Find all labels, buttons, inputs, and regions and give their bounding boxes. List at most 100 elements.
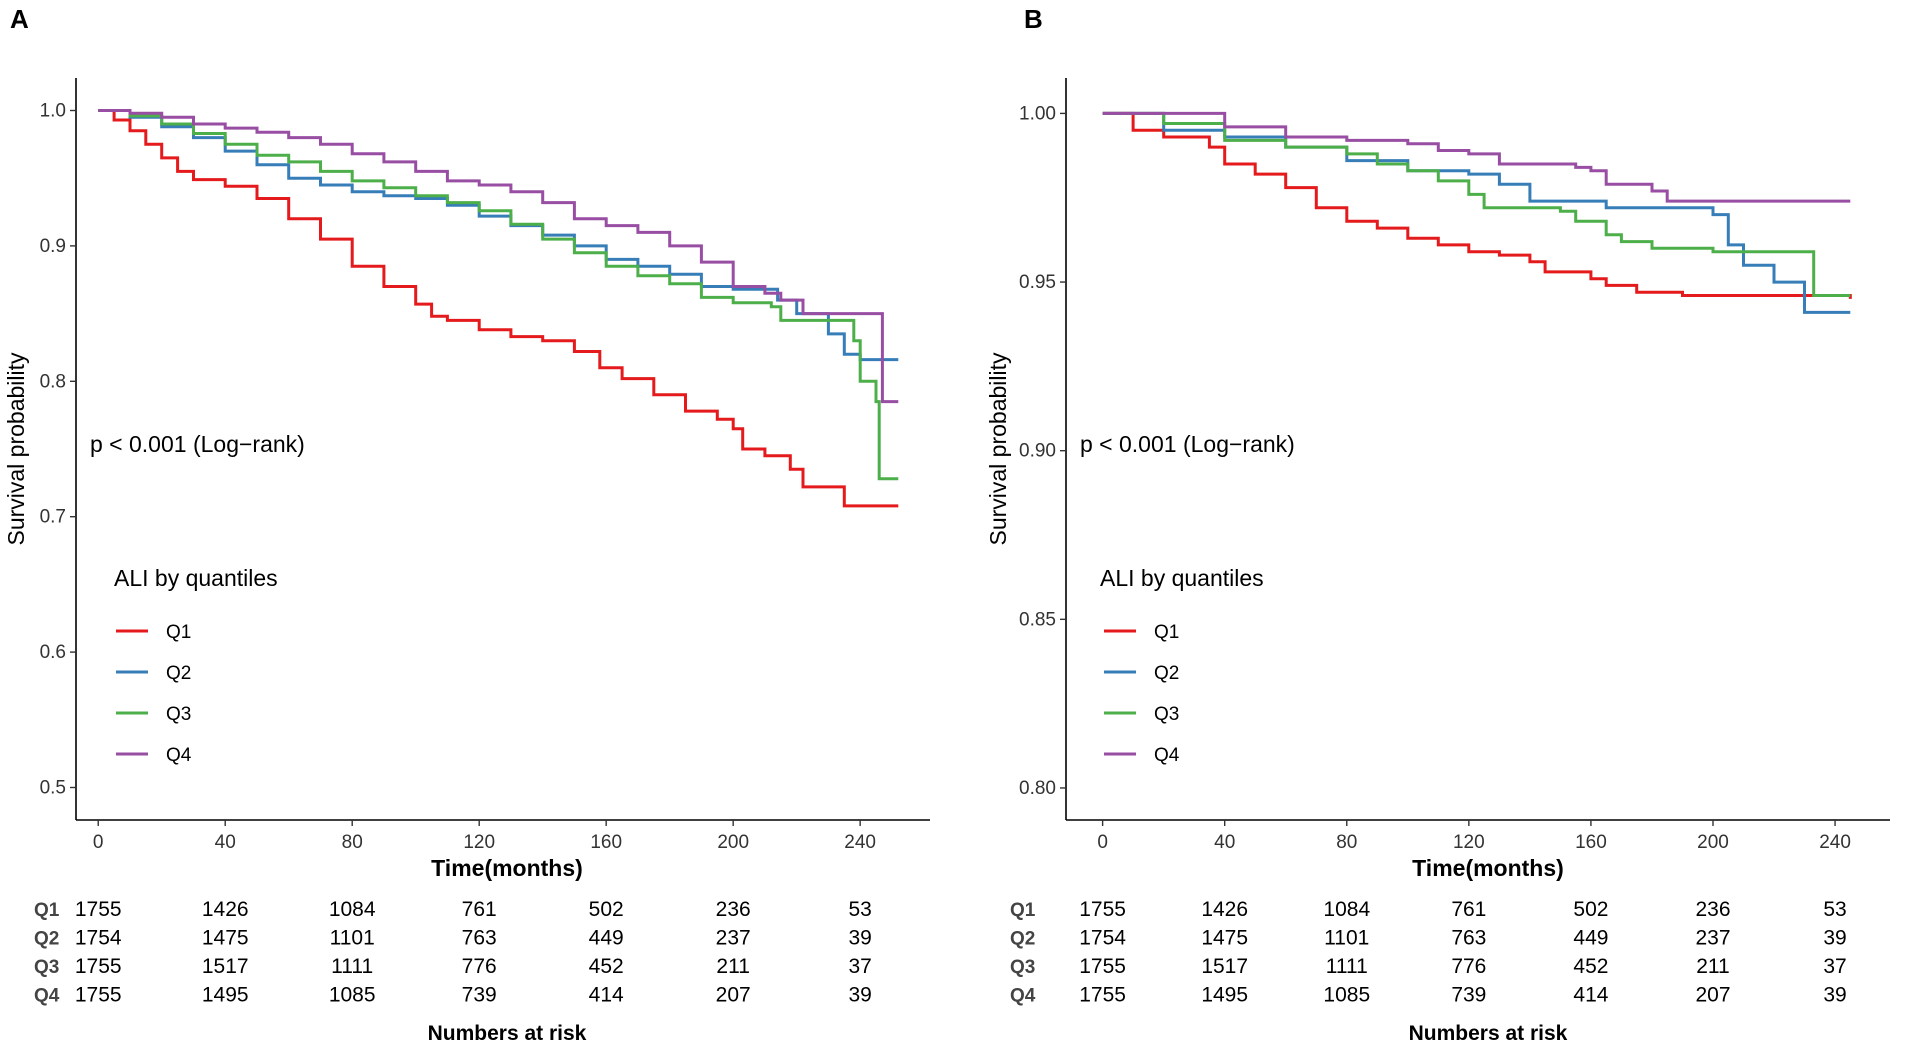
risk-count: 1111 [1326, 955, 1368, 978]
legend-label: Q1 [1154, 622, 1179, 643]
panel-b: B 0.80 0.85 0.90 0.95 1.00 0 40 80 120 160 200 240 S… [985, 4, 1890, 1045]
survival-curve-q4 [98, 109, 899, 404]
risk-row-label: Q3 [1010, 957, 1035, 978]
legend-title: ALI by quantiles [1100, 565, 1264, 591]
x-tick-label: 200 [717, 832, 749, 853]
risk-count: 1755 [75, 898, 122, 921]
risk-count: 739 [1451, 984, 1486, 1007]
y-tick-label: 0.95 [1019, 272, 1056, 293]
risk-count: 1101 [1324, 927, 1369, 950]
risk-row-label: Q1 [1010, 900, 1036, 921]
survival-curve-q4 [1102, 111, 1851, 203]
risk-count: 39 [1823, 927, 1846, 950]
risk-count: 449 [589, 927, 624, 950]
survival-curve-q3 [98, 109, 899, 481]
survival-curve-q1 [98, 109, 899, 508]
risk-count: 1755 [1079, 898, 1126, 921]
risk-count: 1754 [1079, 927, 1126, 950]
risk-count: 776 [1451, 955, 1486, 978]
risk-count: 207 [716, 984, 751, 1007]
risk-count: 37 [1823, 955, 1846, 978]
risk-count: 414 [589, 984, 624, 1007]
risk-count: 502 [589, 898, 624, 921]
y-tick-label: 0.9 [40, 236, 66, 257]
y-axis-label: Survival probability [3, 352, 29, 546]
legend-title: ALI by quantiles [114, 565, 278, 591]
risk-row-label: Q3 [34, 957, 59, 978]
risk-count: 1085 [329, 984, 376, 1007]
x-tick-label: 240 [1819, 832, 1851, 853]
x-tick-label: 200 [1697, 832, 1729, 853]
x-tick-label: 40 [215, 832, 236, 853]
risk-count: 237 [716, 927, 751, 950]
x-axis-label: Time(months) [431, 855, 583, 881]
risk-count: 1426 [1201, 898, 1248, 921]
y-axis-label: Survival probability [985, 352, 1011, 546]
risk-table-title: Numbers at risk [1409, 1022, 1568, 1045]
risk-count: 761 [462, 898, 497, 921]
x-tick-label: 120 [1453, 832, 1485, 853]
risk-count: 1495 [202, 984, 249, 1007]
x-axis-label: Time(months) [1412, 855, 1564, 881]
risk-count: 763 [462, 927, 497, 950]
risk-count: 502 [1573, 898, 1608, 921]
risk-count: 739 [462, 984, 497, 1007]
risk-count: 1517 [202, 955, 249, 978]
risk-count: 39 [848, 927, 871, 950]
legend-label: Q3 [1154, 704, 1179, 725]
legend-label: Q4 [166, 745, 192, 766]
x-tick-label: 80 [1336, 832, 1357, 853]
risk-count: 1517 [1201, 955, 1248, 978]
y-tick-label: 1.00 [1019, 103, 1056, 124]
risk-count: 452 [589, 955, 624, 978]
risk-count: 1495 [1201, 984, 1248, 1007]
risk-count: 1755 [75, 955, 122, 978]
y-tick-label: 0.85 [1019, 609, 1056, 630]
risk-count: 1084 [1323, 898, 1370, 921]
y-tick-label: 0.80 [1019, 778, 1056, 799]
y-tick-label: 0.90 [1019, 441, 1056, 462]
risk-count: 1475 [1201, 927, 1248, 950]
risk-count: 39 [1823, 984, 1846, 1007]
x-tick-label: 120 [463, 832, 495, 853]
risk-count: 236 [1695, 898, 1730, 921]
y-tick-label: 0.7 [40, 507, 66, 528]
risk-count: 1101 [330, 927, 375, 950]
risk-count: 776 [462, 955, 497, 978]
risk-count: 1754 [75, 927, 122, 950]
risk-count: 763 [1451, 927, 1486, 950]
risk-count: 53 [848, 898, 871, 921]
x-tick-label: 80 [342, 832, 363, 853]
x-tick-label: 240 [844, 832, 876, 853]
risk-row-label: Q1 [34, 900, 60, 921]
risk-count: 449 [1573, 927, 1608, 950]
x-tick-label: 0 [93, 832, 104, 853]
risk-row-label: Q2 [34, 929, 59, 950]
risk-count: 1111 [331, 955, 373, 978]
legend-label: Q1 [166, 622, 191, 643]
risk-count: 207 [1695, 984, 1730, 1007]
survival-curve-q1 [1102, 111, 1852, 299]
risk-count: 39 [848, 984, 871, 1007]
x-tick-label: 0 [1097, 832, 1108, 853]
risk-count: 37 [848, 955, 871, 978]
y-tick-label: 0.6 [40, 642, 66, 663]
risk-count: 1755 [1079, 984, 1126, 1007]
risk-count: 1085 [1323, 984, 1370, 1007]
y-tick-label: 0.8 [40, 371, 66, 392]
risk-table-title: Numbers at risk [428, 1022, 587, 1045]
risk-count: 414 [1573, 984, 1608, 1007]
risk-row-label: Q2 [1010, 929, 1035, 950]
risk-count: 237 [1695, 927, 1730, 950]
panel-label: A [10, 4, 29, 34]
risk-count: 452 [1573, 955, 1608, 978]
risk-count: 1755 [1079, 955, 1126, 978]
legend-label: Q2 [166, 663, 191, 684]
survival-curve-q3 [1102, 111, 1851, 297]
risk-count: 236 [716, 898, 751, 921]
risk-count: 1475 [202, 927, 249, 950]
legend-label: Q4 [1154, 745, 1180, 766]
x-tick-label: 160 [1575, 832, 1607, 853]
risk-count: 1755 [75, 984, 122, 1007]
